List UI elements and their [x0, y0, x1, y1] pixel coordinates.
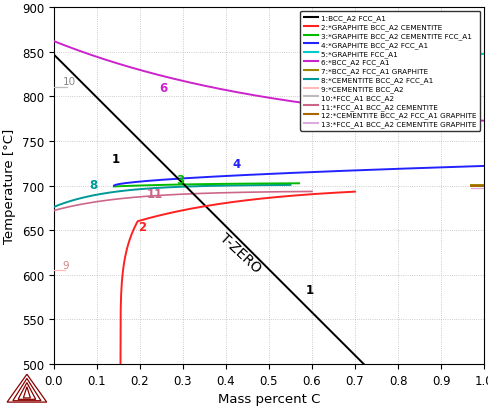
Text: 10: 10 [63, 77, 76, 87]
Text: 1: 1 [305, 283, 313, 296]
Text: T-ZERO: T-ZERO [217, 231, 264, 275]
Legend: 1:BCC_A2 FCC_A1, 2:*GRAPHITE BCC_A2 CEMENTITE, 3:*GRAPHITE BCC_A2 CEMENTITE FCC_: 1:BCC_A2 FCC_A1, 2:*GRAPHITE BCC_A2 CEME… [300, 12, 480, 131]
Text: 11: 11 [146, 188, 162, 201]
Text: 8: 8 [89, 179, 97, 192]
Text: 4: 4 [232, 157, 240, 171]
Text: 6: 6 [159, 82, 167, 95]
Text: 9: 9 [62, 260, 69, 270]
Y-axis label: Temperature [°C]: Temperature [°C] [3, 128, 16, 244]
Text: 3: 3 [176, 173, 184, 187]
Text: 2: 2 [138, 220, 145, 234]
X-axis label: Mass percent C: Mass percent C [217, 392, 320, 405]
Text: 1: 1 [112, 153, 120, 166]
